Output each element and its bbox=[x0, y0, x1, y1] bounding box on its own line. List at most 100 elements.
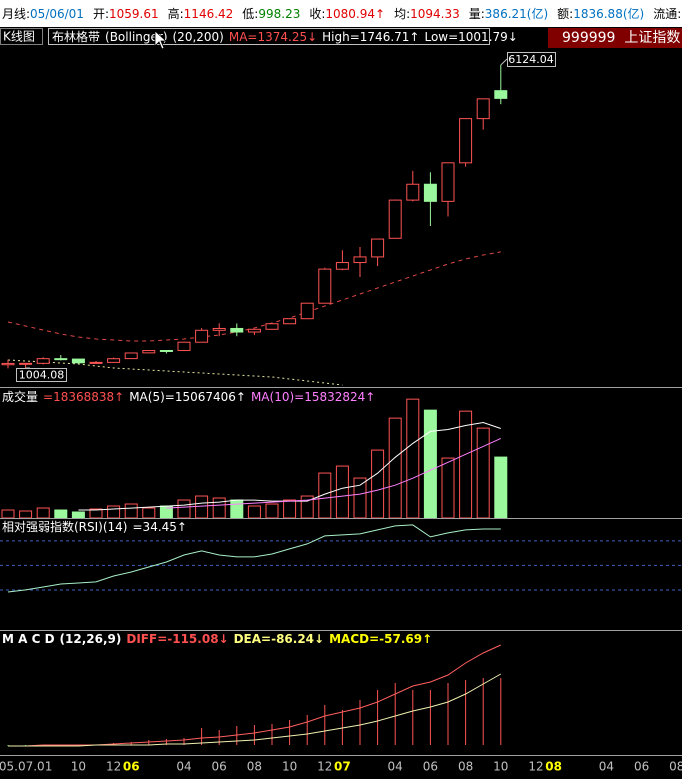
symbol-box bbox=[548, 28, 682, 48]
candle-body bbox=[142, 350, 156, 354]
candle-body bbox=[335, 262, 349, 270]
line bbox=[8, 673, 502, 747]
volume-bar bbox=[494, 456, 508, 518]
x-tick-label: 12 bbox=[528, 760, 543, 774]
volume-bar bbox=[71, 511, 85, 518]
volume-bar bbox=[353, 477, 367, 518]
annotation-leader bbox=[500, 58, 508, 66]
panel-label-box bbox=[0, 28, 43, 45]
field: 低: bbox=[242, 7, 258, 21]
volume-bar bbox=[459, 410, 473, 518]
candle-body bbox=[107, 358, 121, 363]
indicator-box bbox=[48, 28, 490, 45]
volume-bar bbox=[1, 509, 15, 518]
candle-body bbox=[406, 183, 420, 201]
volume-bar bbox=[441, 457, 455, 518]
volume-bar bbox=[54, 509, 68, 518]
candle-body bbox=[371, 238, 385, 258]
candle-body bbox=[1, 362, 15, 366]
candle-body bbox=[36, 358, 50, 364]
x-axis: 05.07.01 10 12 06 04 06 08 10 12 07 04 06 08 10 12 08 04… bbox=[0, 760, 682, 774]
x-tick-label: 12 bbox=[317, 760, 332, 774]
candle-body bbox=[247, 328, 261, 333]
volume-bar bbox=[388, 417, 402, 518]
volume-bar bbox=[230, 499, 244, 518]
x-tick-label: 10 bbox=[493, 760, 508, 774]
candle-body bbox=[71, 358, 85, 364]
field: (20,200) bbox=[173, 30, 224, 44]
x-tick-label: 08 bbox=[458, 760, 473, 774]
info-text: 月线:05/06/01 开:1059.61 高:1146.42 低:998.23 收:1… bbox=[2, 6, 682, 21]
panel-label: K线图 bbox=[3, 30, 35, 44]
candle-body bbox=[300, 302, 314, 320]
field: 布林格带 bbox=[52, 29, 100, 44]
candle-body bbox=[89, 361, 103, 364]
field: =34.45↑ bbox=[133, 520, 187, 534]
line bbox=[166, 437, 502, 509]
field: Low=1001.79↓ bbox=[424, 30, 517, 44]
rsi-panel bbox=[0, 524, 682, 593]
x-tick-label: 08 bbox=[669, 760, 682, 774]
cursor bbox=[154, 30, 168, 50]
candle-body bbox=[388, 199, 402, 239]
candle-body bbox=[195, 329, 209, 343]
volume-bar bbox=[142, 507, 156, 518]
x-tick-label: 04 bbox=[599, 760, 614, 774]
field: 量: bbox=[469, 7, 485, 21]
line bbox=[7, 359, 343, 386]
x-tick-label: 06 bbox=[123, 760, 140, 774]
volume-bar bbox=[423, 409, 437, 518]
max-price-label: 6124.04 bbox=[508, 53, 554, 66]
x-tick-label: 10 bbox=[71, 760, 86, 774]
x-tick-label: 10 bbox=[282, 760, 297, 774]
volume-header: 成交量 =18368838↑ MA(5)=15067406↑ MA(10)=15832… bbox=[2, 389, 375, 404]
candle-body bbox=[265, 323, 279, 330]
volume-bar bbox=[124, 503, 138, 518]
annotation-box bbox=[507, 52, 556, 67]
field: 1059.61 bbox=[109, 7, 159, 21]
volume-bar bbox=[283, 499, 297, 518]
min-price-label: 1004.08 bbox=[19, 369, 65, 382]
field: 1080.94↑ bbox=[325, 7, 385, 21]
candle-body bbox=[124, 352, 138, 360]
field: 998.23 bbox=[258, 7, 300, 21]
info-bar bbox=[0, 0, 682, 27]
indicator-text: 布林格带 (Bollinger) (20,200) MA=1374.25↓ High=1… bbox=[52, 29, 518, 44]
x-tick-label: 05.07.01 bbox=[0, 760, 52, 774]
field: M A C D bbox=[2, 632, 55, 646]
field: 月线: bbox=[2, 7, 30, 21]
field: 均: bbox=[394, 7, 410, 21]
field: 开: bbox=[93, 7, 109, 21]
volume-bar bbox=[212, 497, 226, 518]
x-tick-label: 12 bbox=[106, 760, 121, 774]
volume-panel bbox=[1, 398, 508, 518]
x-tick-label: 07 bbox=[334, 760, 351, 774]
field: 额: bbox=[557, 7, 573, 21]
x-tick-label: 08 bbox=[247, 760, 262, 774]
candle-body bbox=[159, 349, 173, 352]
candle-body bbox=[54, 358, 68, 361]
annotation-box bbox=[16, 368, 67, 382]
candle-body bbox=[19, 362, 33, 365]
candle-body bbox=[476, 98, 490, 120]
field: (12,26,9) bbox=[60, 632, 122, 646]
field: MA(5)=15067406↑ bbox=[129, 390, 246, 404]
field: MA(10)=15832824↑ bbox=[251, 390, 375, 404]
volume-bar bbox=[371, 449, 385, 518]
volume-bar bbox=[19, 510, 33, 518]
candle-body bbox=[441, 162, 455, 202]
field: High=1746.71↑ bbox=[322, 30, 419, 44]
volume-bar bbox=[195, 495, 209, 518]
field: MA=1374.25↓ bbox=[229, 30, 317, 44]
volume-bar bbox=[265, 503, 279, 518]
field: 1836.88(亿) bbox=[573, 6, 644, 21]
volume-bar bbox=[247, 505, 261, 518]
volume-bar bbox=[335, 465, 349, 518]
field: DEA=-86.24↓ bbox=[234, 632, 325, 646]
line bbox=[7, 524, 501, 593]
x-tick-label: 04 bbox=[388, 760, 403, 774]
field: 05/06/01 bbox=[30, 7, 84, 21]
candle-body bbox=[353, 256, 367, 264]
